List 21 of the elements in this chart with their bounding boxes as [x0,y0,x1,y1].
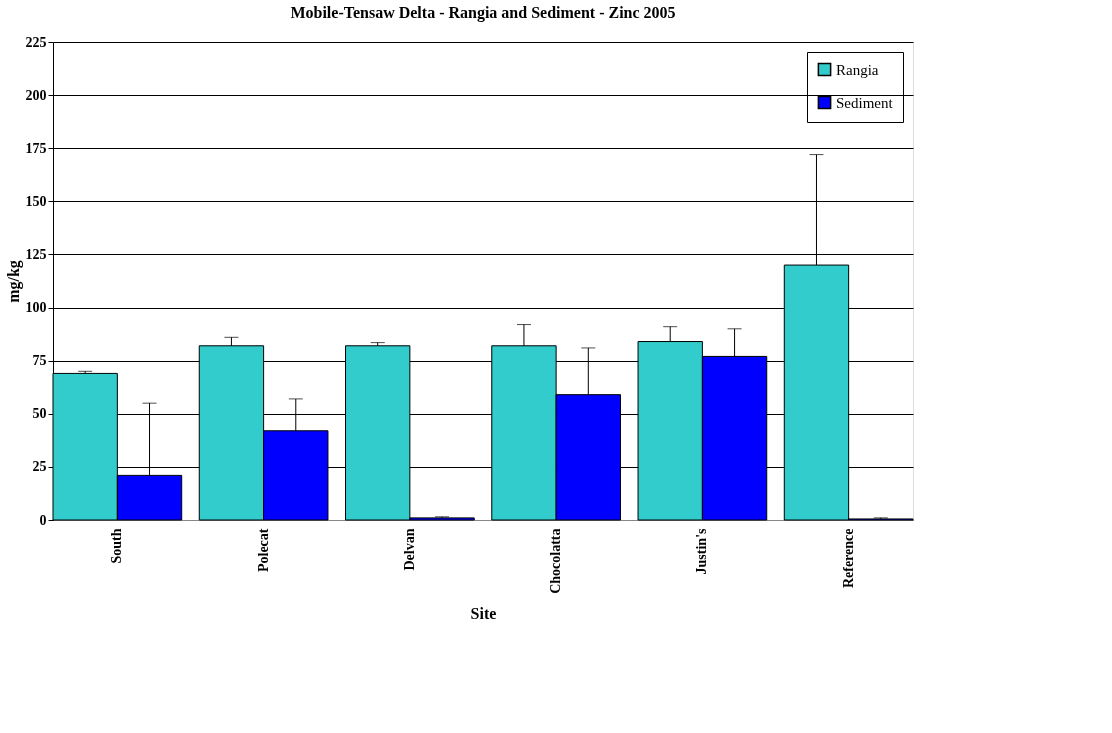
x-tick-label: South [109,528,125,564]
x-tick-label: Chocolatta [548,528,564,594]
y-tick-label: 25 [32,459,47,475]
chart-title: Mobile-Tensaw Delta - Rangia and Sediment - Zinc 2005 [290,4,676,22]
y-tick-label: 225 [25,34,47,50]
y-axis-title: mg/kg [4,260,23,303]
x-tick-label: Justin's [694,527,710,575]
x-axis-title: Site [470,604,497,622]
y-tick-label: 75 [32,353,47,369]
y-tick-label: 175 [25,140,47,156]
y-tick-label: 100 [25,300,47,316]
x-tick-label: Reference [840,528,856,589]
legend-label: Rangia [836,61,879,78]
y-tick-label: 150 [25,193,47,209]
y-tick-label: 125 [25,246,47,262]
x-tick-label: Delvan [401,528,417,571]
y-tick-label: 0 [39,512,47,528]
x-tick-label: Polecat [255,528,271,573]
y-tick-label: 50 [32,406,47,422]
legend-label: Sediment [836,94,894,111]
y-tick-label: 200 [25,87,47,103]
